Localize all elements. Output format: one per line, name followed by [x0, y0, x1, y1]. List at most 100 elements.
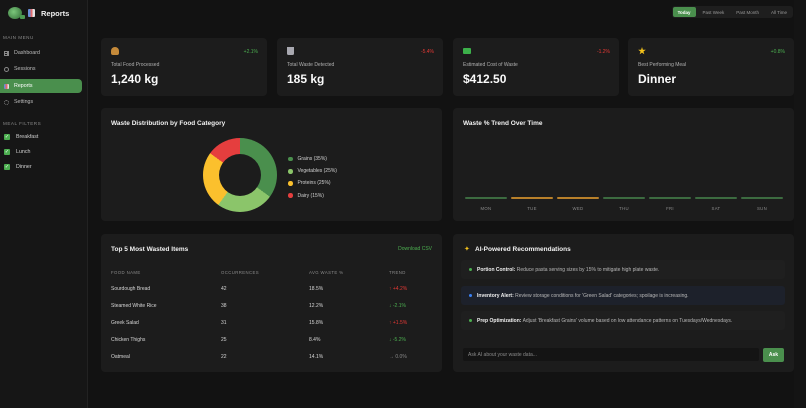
trend-chart: MON TUE WED THU FRI SAT SUN: [465, 197, 783, 211]
ask-button[interactable]: Ask: [763, 348, 784, 362]
legend-item-grains: Grains (35%): [288, 153, 337, 165]
status-dot-icon: [469, 268, 472, 271]
range-today-button[interactable]: Today: [672, 7, 696, 17]
time-range-toggle: Today Past Week Past Month All Time: [671, 6, 793, 18]
legend-dot-icon: [288, 181, 293, 186]
status-dot-icon: [469, 294, 472, 297]
legend-dot-icon: [288, 156, 293, 162]
legend-label: Vegetables (25%): [297, 168, 337, 175]
filter-breakfast[interactable]: ✓ Breakfast: [4, 134, 38, 140]
download-csv-link[interactable]: Download CSV: [398, 246, 432, 252]
trend-day-sun: SUN: [741, 197, 783, 211]
sidebar-item-label: Reports: [14, 83, 33, 89]
stat-card-food-processed: +2.1% Total Food Processed 1,240 kg: [101, 38, 267, 96]
stat-value: $412.50: [463, 72, 507, 86]
main-menu-label: MAIN MENU: [3, 35, 34, 40]
app-title: Reports: [41, 8, 70, 18]
sparkles-icon: ✦: [464, 246, 470, 253]
top-wasted-items-card: Top 5 Most Wasted Items Download CSV FOO…: [101, 234, 442, 372]
card-title: Waste Distribution by Food Category: [111, 120, 226, 127]
sidebar-item-label: Sessions: [14, 66, 36, 72]
filter-label: Breakfast: [16, 134, 39, 140]
table-header: FOOD NAME OCCURRENCES AVG WASTE % TREND: [111, 269, 406, 275]
legend-label: Dairy (15%): [297, 192, 324, 199]
range-past-month-button[interactable]: Past Month: [736, 9, 759, 15]
chart-icon: [4, 83, 9, 89]
stat-delta: -1.2%: [596, 49, 610, 55]
ai-recommendations-card: ✦ AI-Powered Recommendations Portion Con…: [453, 234, 794, 372]
donut-legend: Grains (35%) Vegetables (25%) Proteins (…: [288, 153, 337, 202]
checkbox-checked-icon[interactable]: ✓: [4, 163, 10, 170]
range-all-time-button[interactable]: All Time: [770, 9, 787, 15]
legend-dot-icon: [288, 169, 293, 174]
table-row: Chicken Thighs 25 8.4% ↓ -5.2%: [111, 336, 406, 343]
trend-day-sat: SAT: [695, 197, 737, 211]
sidebar-item-label: Settings: [14, 99, 34, 105]
recommendation-item: Portion Control: Reduce pasta serving si…: [461, 260, 785, 279]
sidebar-item-settings[interactable]: Settings: [0, 95, 82, 109]
checkbox-checked-icon[interactable]: ✓: [4, 148, 10, 155]
legend-item-vegetables: Vegetables (25%): [288, 165, 337, 177]
stat-delta: +0.8%: [770, 49, 785, 55]
table-row: Steamed White Rice 38 12.2% ↓ -2.1%: [111, 302, 406, 309]
trash-icon: [287, 47, 294, 55]
brand: Reports: [8, 6, 69, 20]
report-chart-icon: [28, 9, 35, 17]
stat-label: Total Waste Detected: [287, 62, 335, 68]
legend-item-dairy: Dairy (15%): [288, 190, 337, 202]
sidebar-item-reports[interactable]: Reports: [0, 79, 82, 93]
trend-day-thu: THU: [603, 197, 645, 211]
trend-day-wed: WED: [557, 197, 599, 211]
trend-day-tue: TUE: [511, 197, 553, 211]
sidebar: Reports MAIN MENU Dashboard Sessions Rep…: [0, 0, 88, 408]
stat-label: Total Food Processed: [111, 62, 160, 68]
recommendation-item: Prep Optimization: Adjust 'Breakfast Gra…: [461, 311, 785, 330]
table-row: Sourdough Bread 42 18.5% ↑ +4.2%: [111, 285, 408, 292]
stat-delta: +2.1%: [243, 49, 258, 55]
sidebar-item-label: Dashboard: [14, 50, 40, 56]
filter-label: Lunch: [16, 149, 31, 155]
sidebar-item-sessions[interactable]: Sessions: [0, 62, 82, 76]
recommendation-item: Inventory Alert: Review storage conditio…: [461, 286, 785, 305]
legend-label: Grains (35%): [297, 156, 327, 163]
checkbox-checked-icon[interactable]: ✓: [4, 133, 10, 140]
stat-card-waste-detected: -5.4% Total Waste Detected 185 kg: [277, 38, 443, 96]
food-basket-icon: [111, 47, 119, 55]
stat-card-best-meal: +0.8% Best Performing Meal Dinner: [628, 38, 794, 96]
stat-label: Estimated Cost of Waste: [463, 62, 518, 68]
stat-value: 185 kg: [287, 72, 325, 86]
wasted-items-table: FOOD NAME OCCURRENCES AVG WASTE % TREND …: [111, 268, 436, 365]
waste-donut-chart: [203, 138, 277, 212]
legend-label: Proteins (25%): [297, 180, 331, 187]
stat-delta: -5.4%: [420, 49, 434, 55]
clock-icon: [4, 66, 9, 72]
stat-card-cost-of-waste: -1.2% Estimated Cost of Waste $412.50: [453, 38, 619, 96]
grid-icon: [4, 50, 9, 56]
money-icon: [463, 48, 471, 54]
table-row: Oatmeal 22 14.1% → 0.0%: [111, 353, 407, 360]
filter-dinner[interactable]: ✓ Dinner: [4, 164, 32, 170]
filter-label: Dinner: [16, 164, 32, 170]
scrollbar-track[interactable]: [794, 0, 806, 408]
stat-label: Best Performing Meal: [638, 62, 687, 68]
range-past-week-button[interactable]: Past Week: [702, 9, 725, 15]
logo-icon: [8, 7, 25, 19]
stat-value: 1,240 kg: [111, 72, 159, 86]
legend-dot-icon: [288, 193, 293, 198]
ask-ai-input[interactable]: [463, 348, 759, 361]
stat-value: Dinner: [638, 72, 677, 86]
sidebar-item-dashboard[interactable]: Dashboard: [0, 46, 82, 60]
waste-trend-card: Waste % Trend Over Time: [453, 108, 794, 221]
trend-day-mon: MON: [465, 197, 507, 211]
table-row: Greek Salad 31 15.8% ↑ +1.5%: [111, 319, 408, 326]
gear-icon: [4, 99, 9, 105]
card-title: AI-Powered Recommendations: [475, 246, 571, 253]
card-title: Top 5 Most Wasted Items: [111, 246, 189, 253]
status-dot-icon: [469, 319, 472, 322]
legend-item-proteins: Proteins (25%): [288, 177, 337, 189]
card-title: Waste % Trend Over Time: [463, 120, 543, 127]
trend-day-fri: FRI: [649, 197, 691, 211]
filter-lunch[interactable]: ✓ Lunch: [4, 149, 30, 155]
star-icon: [638, 47, 646, 55]
meal-filters-label: MEAL FILTERS: [3, 121, 42, 126]
